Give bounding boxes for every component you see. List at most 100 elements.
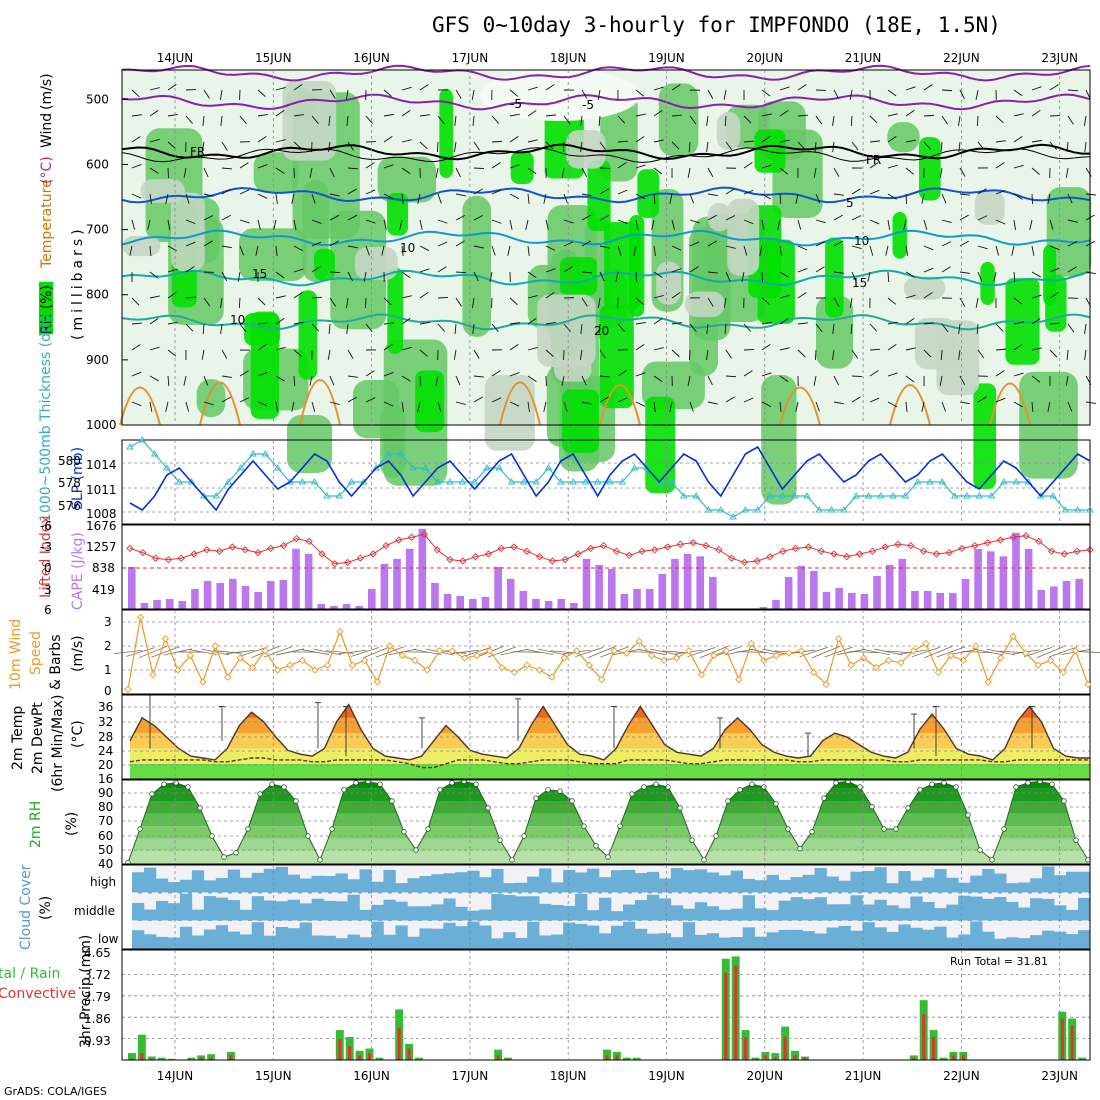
- rh-point: [437, 787, 443, 793]
- cloud-cell: [155, 936, 169, 949]
- wind-barb: [905, 245, 909, 256]
- wind-barb: [509, 372, 520, 377]
- cloud-cell: [395, 901, 408, 921]
- cloud-cell: [227, 900, 241, 921]
- wind-point: [897, 659, 905, 667]
- wind-barb: [167, 141, 176, 149]
- cloud-cell: [359, 869, 372, 894]
- wind-barb: [689, 323, 697, 333]
- pressure-tick: 900: [86, 353, 109, 367]
- wind-barb: [725, 375, 737, 378]
- wind-barb: [491, 397, 502, 403]
- wind-barb: [293, 268, 304, 273]
- wind-barb: [383, 193, 394, 199]
- cloud-cell: [455, 872, 468, 894]
- wind-barb: [257, 371, 268, 377]
- cloud-cell: [646, 871, 660, 894]
- wind-barb: [1031, 317, 1041, 325]
- cloud-cell: [682, 922, 696, 949]
- wind-point: [510, 668, 519, 677]
- lifted-index-point: [958, 544, 966, 553]
- rh-band: [604, 222, 641, 310]
- wind-barb: [471, 297, 475, 308]
- cape-bar: [620, 593, 629, 609]
- wind-barb: [257, 164, 268, 169]
- cloud-cell: [742, 878, 755, 894]
- wind-point: [311, 666, 319, 674]
- rh-band: [238, 228, 307, 281]
- wind-barb: [1029, 219, 1033, 230]
- lifted-index-point: [638, 547, 646, 555]
- wind-barb: [832, 115, 835, 126]
- wind-barb: [959, 214, 969, 221]
- thickness-point: [766, 492, 774, 499]
- wind-barb: [203, 375, 209, 386]
- temp-contour: [779, 386, 821, 426]
- cloud-cell: [1006, 901, 1019, 921]
- wind-point: [473, 651, 481, 660]
- wind-barb: [437, 297, 449, 299]
- cloud-cell: [778, 879, 791, 894]
- wind-point: [672, 654, 681, 662]
- precip-total-bar: [632, 1057, 641, 1060]
- slp-panel: 1000~500mb Thickness (dm) SLP (mb) 580 5…: [38, 314, 1094, 525]
- wind-barb: [437, 115, 445, 125]
- cloud-cell: [132, 930, 145, 949]
- wind-barb: [706, 141, 709, 152]
- day-label-top: 16JUN: [353, 51, 390, 65]
- wind-barb: [543, 193, 547, 204]
- lifted-index-point: [651, 546, 659, 554]
- cloud-cell: [132, 902, 145, 921]
- thickness-point: [1061, 506, 1070, 513]
- cape-bar: [658, 573, 667, 609]
- rh-point: [413, 847, 419, 853]
- cloud-cell: [251, 872, 265, 894]
- wind-barb: [329, 215, 340, 221]
- cloud-cell: [215, 878, 229, 894]
- cape-bar: [317, 603, 326, 609]
- wind-barb: [797, 322, 808, 325]
- wind-barb: [471, 89, 475, 100]
- precip-total-bar: [137, 1034, 146, 1060]
- svg-text:(°C): (°C): [70, 720, 86, 748]
- svg-text:10m Wind: 10m Wind: [8, 619, 24, 690]
- wind-barb: [527, 245, 530, 256]
- thickness-point: [507, 478, 516, 485]
- wind-barb: [635, 344, 645, 351]
- wind-barb: [183, 375, 187, 386]
- day-label-top: 19JUN: [648, 51, 685, 65]
- wind-barb: [761, 297, 770, 305]
- thickness-point: [913, 478, 922, 485]
- wind-barb: [815, 241, 826, 247]
- cape-bar: [885, 564, 894, 609]
- rh-point: [905, 805, 911, 811]
- wind-barb: [779, 271, 789, 278]
- wind-barb: [1067, 115, 1074, 125]
- wind-barb: [795, 401, 799, 412]
- lifted-index-point: [1009, 533, 1017, 541]
- cloud-cell: [754, 880, 767, 894]
- cape-bar: [279, 579, 288, 609]
- cloud-cell: [431, 904, 444, 921]
- lifted-index-point: [753, 557, 761, 565]
- cloud-cell: [790, 877, 803, 894]
- precip-total-bar: [207, 1054, 216, 1060]
- cape-bar: [999, 556, 1008, 609]
- cloud-cell: [539, 868, 552, 894]
- cloud-cell: [179, 926, 193, 949]
- precip-total-bar: [939, 1057, 948, 1060]
- wind-barb: [417, 193, 421, 204]
- wind-barb: [1023, 646, 1053, 658]
- cloud-cell: [395, 925, 408, 949]
- cloud-cell: [994, 896, 1007, 921]
- wind-point: [485, 647, 494, 655]
- wind-barb: [165, 193, 169, 204]
- cloud-cell: [634, 928, 648, 949]
- wind-barb: [977, 215, 988, 221]
- wind-point: [535, 666, 544, 674]
- thickness-point: [569, 478, 577, 485]
- wind-barb: [237, 271, 241, 282]
- lifted-index-point: [907, 541, 915, 550]
